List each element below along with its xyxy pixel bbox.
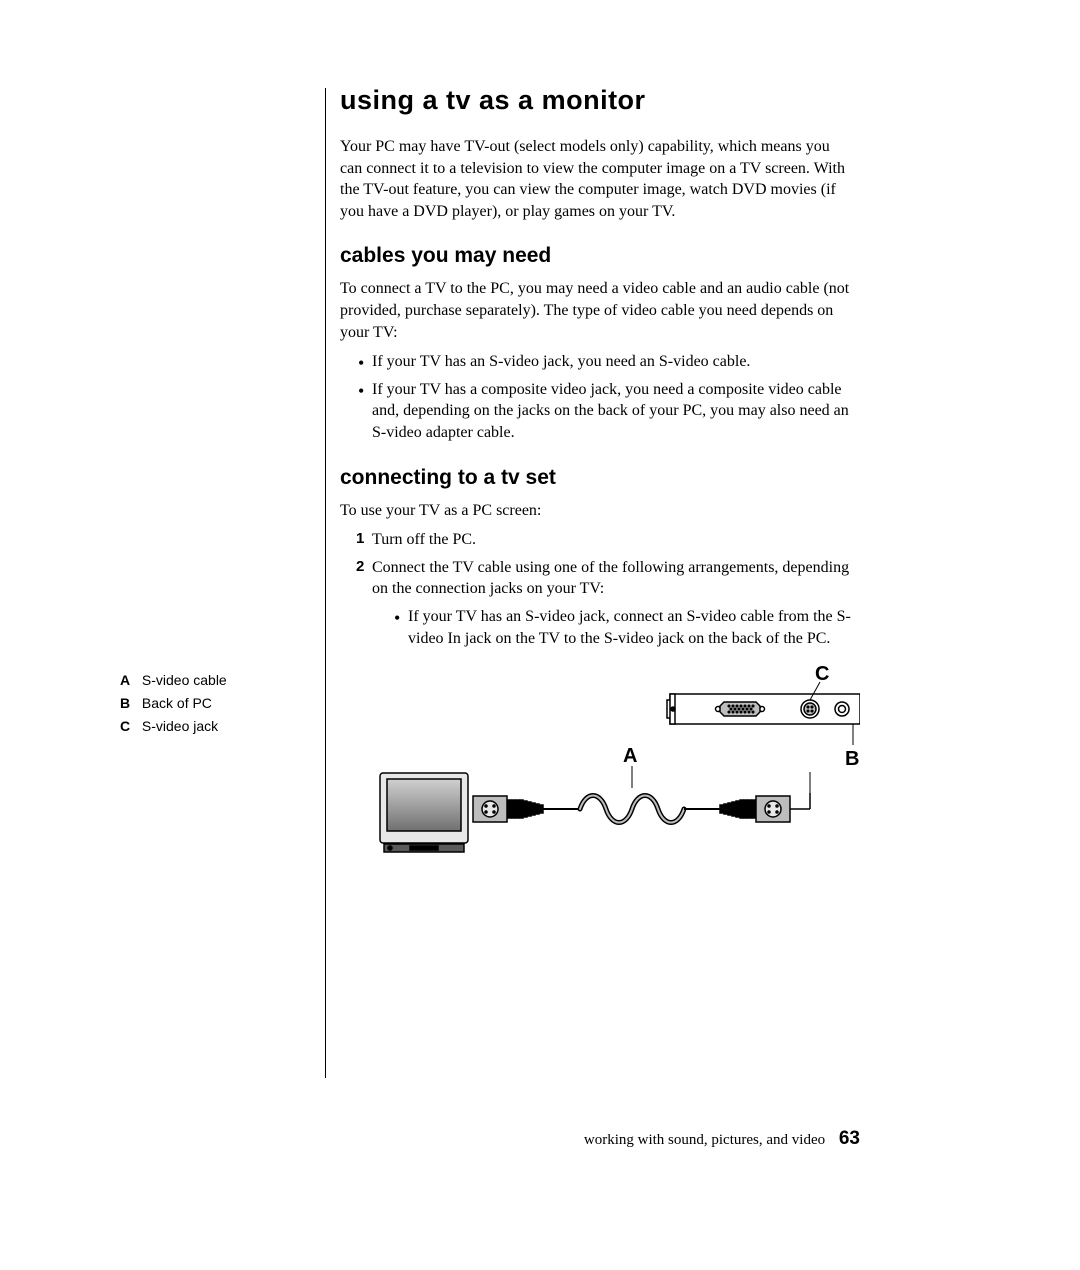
legend-text-c: S-video jack — [142, 718, 218, 734]
bullet-item: If your TV has a composite video jack, y… — [358, 379, 852, 444]
bullet-item: If your TV has an S-video jack, you need… — [358, 351, 852, 373]
diagram-svg: C — [370, 660, 860, 870]
section-cables-intro: To connect a TV to the PC, you may need … — [340, 278, 852, 343]
intro-paragraph: Your PC may have TV-out (select models o… — [340, 136, 852, 222]
diagram-label-a: A — [623, 745, 637, 767]
section-connecting-title: connecting to a tv set — [340, 466, 852, 490]
page-footer: working with sound, pictures, and video … — [584, 1128, 860, 1150]
steps-list: Turn off the PC. Connect the TV cable us… — [340, 529, 852, 649]
diagram-label-b: B — [845, 748, 859, 770]
diagram-label-c: C — [815, 663, 829, 685]
cable-connector-right-icon — [720, 796, 790, 822]
legend-text-b: Back of PC — [142, 695, 212, 711]
legend-row: A S-video cable — [120, 670, 310, 691]
page: using a tv as a monitor Your PC may have… — [0, 0, 1080, 1270]
legend-text-a: S-video cable — [142, 672, 227, 688]
column-rule — [325, 88, 326, 1078]
cable-coil-icon — [580, 796, 684, 823]
step-text: Connect the TV cable using one of the fo… — [372, 559, 849, 598]
footer-text: working with sound, pictures, and video — [584, 1132, 825, 1148]
step-item: Connect the TV cable using one of the fo… — [358, 557, 852, 649]
legend-label-a: A — [120, 670, 138, 691]
section-cables-title: cables you may need — [340, 244, 852, 268]
legend-label-c: C — [120, 716, 138, 737]
main-content: using a tv as a monitor Your PC may have… — [340, 85, 852, 657]
page-number: 63 — [839, 1128, 860, 1149]
sub-bullet-item: If your TV has an S-video jack, connect … — [394, 606, 852, 649]
legend-row: C S-video jack — [120, 716, 310, 737]
legend-row: B Back of PC — [120, 693, 310, 714]
legend: A S-video cable B Back of PC C S-video j… — [120, 670, 310, 739]
connection-diagram: C — [370, 660, 860, 870]
cable-connector-left-icon — [473, 796, 543, 822]
sub-bullet-list: If your TV has an S-video jack, connect … — [372, 606, 852, 649]
legend-label-b: B — [120, 693, 138, 714]
pc-back-bracket-icon — [667, 694, 860, 724]
section-connecting-intro: To use your TV as a PC screen: — [340, 500, 852, 522]
tv-monitor-icon — [380, 773, 468, 852]
cables-bullet-list: If your TV has an S-video jack, you need… — [340, 351, 852, 443]
step-item: Turn off the PC. — [358, 529, 852, 551]
page-title: using a tv as a monitor — [340, 85, 852, 116]
